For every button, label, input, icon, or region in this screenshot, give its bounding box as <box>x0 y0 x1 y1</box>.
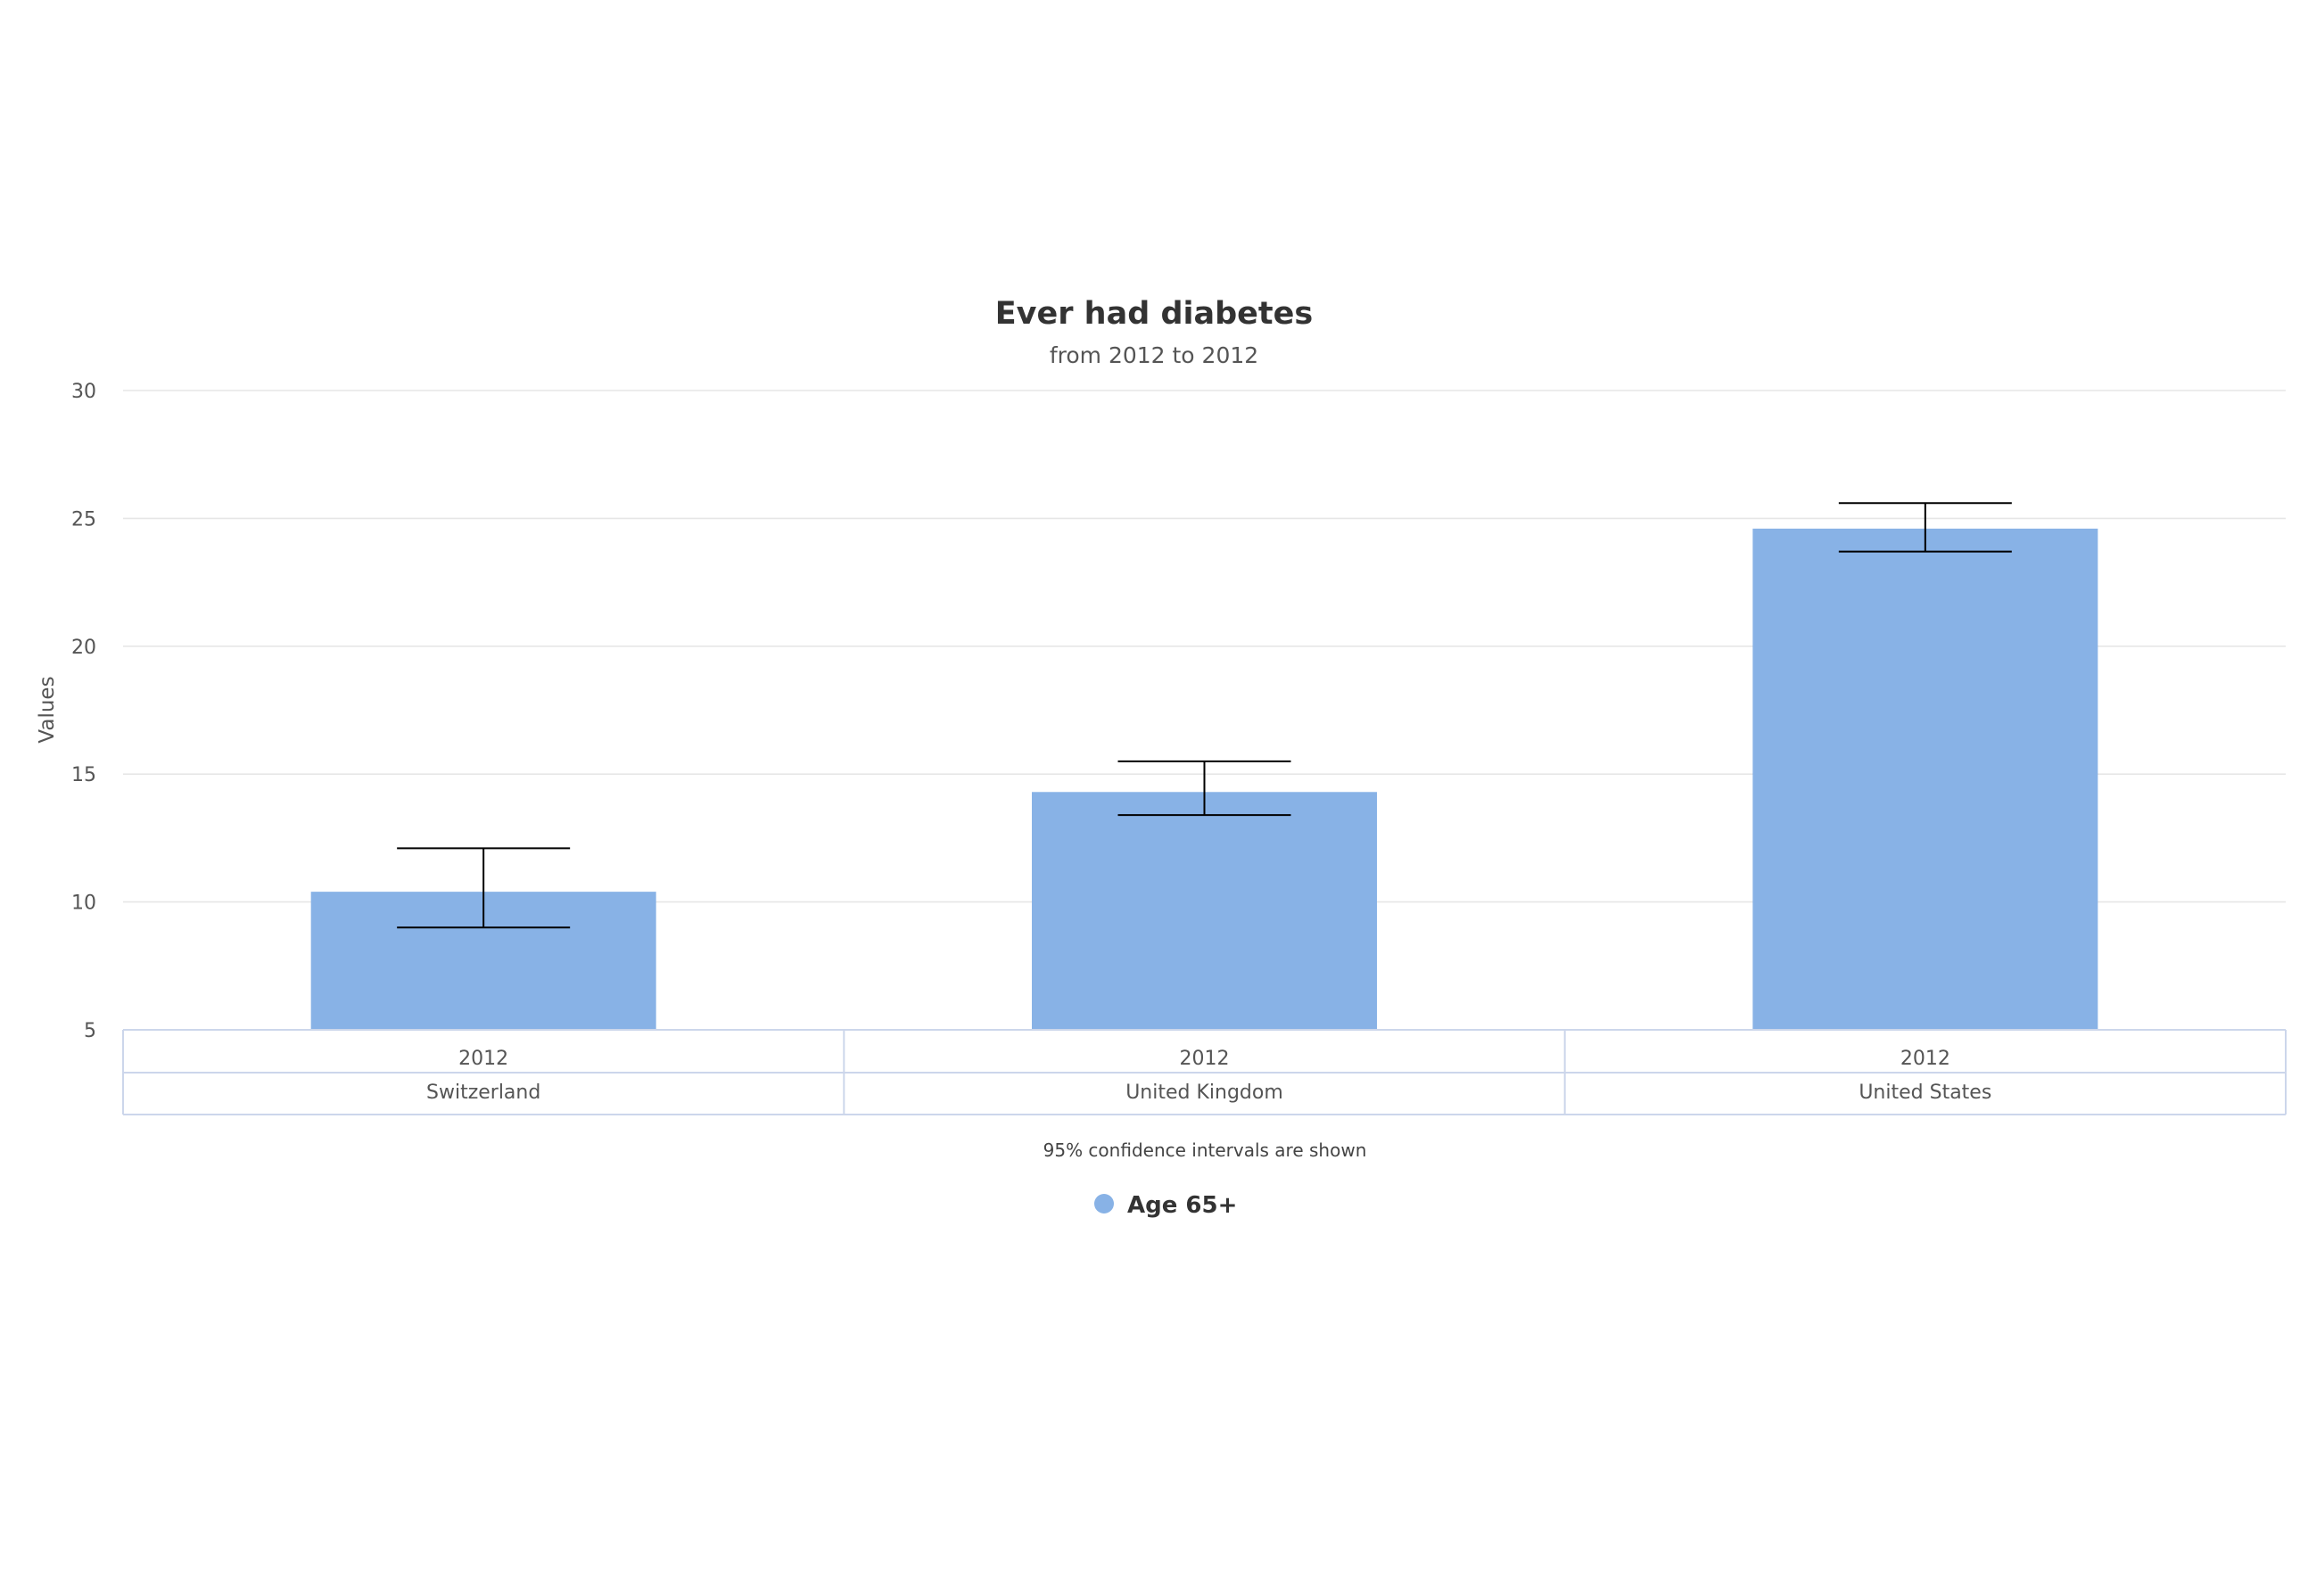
bars <box>310 528 2098 1030</box>
bar <box>1752 528 2098 1030</box>
chart-subtitle: from 2012 to 2012 <box>1050 342 1258 368</box>
error-bars <box>397 502 2012 929</box>
bar <box>1032 792 1377 1030</box>
category-country-label: United Kingdom <box>1125 1082 1283 1104</box>
category-year-label: 2012 <box>1180 1048 1230 1070</box>
legend-item[interactable]: Age 65+ <box>1094 1192 1237 1219</box>
legend[interactable]: Age 65+ <box>1094 1192 1237 1219</box>
y-tick-label: 15 <box>71 764 96 786</box>
category-year-label: 2012 <box>1900 1048 1950 1070</box>
legend-label: Age 65+ <box>1127 1192 1237 1219</box>
y-axis-ticks: 5 10 15 20 25 30 <box>71 381 96 1042</box>
y-tick-label: 5 <box>84 1020 96 1042</box>
category-country-label: Switzerland <box>426 1082 540 1104</box>
confidence-footnote: 95% confidence intervals are shown <box>1043 1139 1367 1161</box>
legend-marker <box>1094 1194 1114 1213</box>
chart-title: Ever had diabetes <box>995 296 1313 332</box>
y-tick-label: 25 <box>71 508 96 531</box>
y-tick-label: 20 <box>71 637 96 659</box>
y-axis-title: Values <box>36 676 59 743</box>
category-country-label: United States <box>1859 1082 1991 1104</box>
category-year-label: 2012 <box>458 1048 508 1070</box>
category-table: 2012 Switzerland 2012 United Kingdom 2012 Uni… <box>122 1029 2287 1115</box>
y-tick-label: 10 <box>71 893 96 915</box>
y-tick-label: 30 <box>71 381 96 403</box>
